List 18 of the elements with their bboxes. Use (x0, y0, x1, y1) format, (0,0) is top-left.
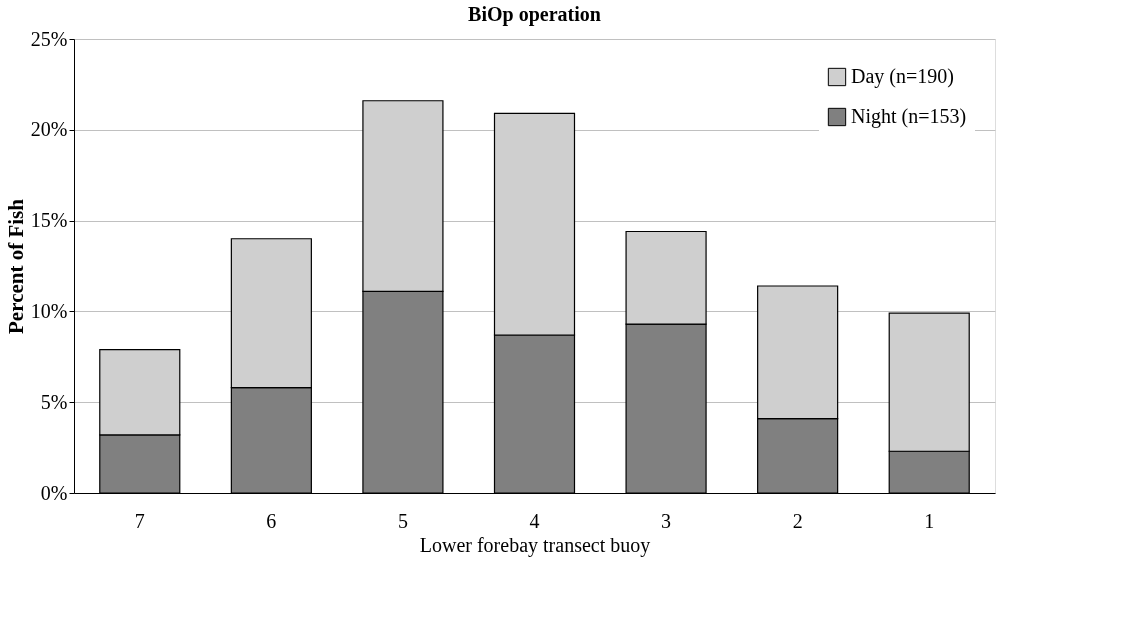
y-tick-label: 20% (30, 118, 68, 141)
legend-label: Day (n=190) (851, 65, 954, 88)
y-axis-title: Percent of Fish (3, 198, 28, 334)
y-tick-label: 10% (30, 299, 68, 322)
x-tick-label: 1 (924, 509, 935, 532)
y-tick-label: 0% (40, 481, 68, 504)
legend-label: Night (n=153) (851, 105, 967, 128)
x-tick-label: 4 (529, 509, 540, 532)
x-tick-label: 3 (661, 509, 672, 532)
x-tick-label: 7 (134, 509, 145, 532)
chart-title: BiOp operation (468, 3, 601, 26)
x-axis-title: Lower forebay transect buoy (419, 533, 651, 557)
x-tick-label: 2 (792, 509, 803, 532)
y-tick-label: 15% (30, 209, 68, 232)
x-tick-label: 6 (266, 509, 277, 532)
y-tick-label: 25% (30, 27, 68, 50)
x-tick-label: 5 (397, 509, 408, 532)
y-tick-label: 5% (40, 390, 68, 413)
